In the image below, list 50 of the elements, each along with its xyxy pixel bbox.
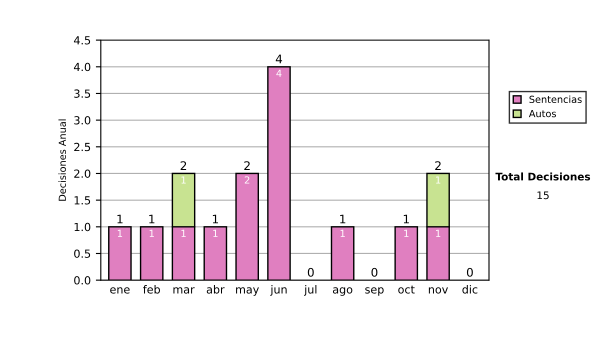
data-label: 1 [182,176,186,184]
text: Total Decisiones [495,172,590,180]
data-label: 4 [276,70,282,77]
x-tick-label: dic [462,285,478,294]
data-label: 1 [213,230,218,237]
data-label: 1 [118,230,122,237]
total-label: 1 [404,214,409,224]
total-label: 2 [435,161,441,170]
text: 3.5 [74,89,90,98]
data-label: 1 [340,230,345,237]
y-axis-title: Decisiones Anual [58,119,66,201]
total-label: 1 [212,214,218,224]
data-label: 1 [150,230,154,237]
x-tick-label: jul [304,285,316,296]
total-label: 1 [340,214,346,224]
data-label: 1 [404,230,408,237]
total-label: 2 [180,161,186,170]
total-label: 2 [244,161,250,170]
x-tick-label: ago [332,287,352,296]
legend-label: Autos [528,110,556,118]
x-tick-label: feb [143,285,160,294]
text: 3.0 [74,116,90,125]
x-tick-label: abr [206,285,225,294]
text: 15 [538,191,549,200]
legend-label: Sentencias [529,95,582,104]
total-label: 0 [308,268,314,277]
total-label: 1 [149,214,154,224]
x-tick-label: mar [173,287,195,294]
text: 1.0 [74,222,90,232]
text: 2.5 [74,142,90,152]
x-tick-label: jun [270,285,287,296]
x-tick-label: ene [110,287,130,294]
text: 4.5 [74,36,90,44]
text: 2.0 [74,169,90,178]
total-label: 0 [371,268,378,277]
text: 0.5 [74,249,90,258]
data-label: 1 [436,176,440,184]
data-label: 1 [182,230,186,237]
data-label: 2 [244,176,250,184]
x-tick-label: nov [428,287,448,294]
text: 4.0 [74,62,90,72]
x-tick-label: oct [398,286,415,294]
total-label: 1 [117,214,123,224]
x-tick-label: may [236,287,259,296]
total-label: 4 [276,54,282,64]
text: 1.5 [74,196,90,205]
total-label: 0 [466,268,473,277]
data-label: 1 [436,230,440,237]
text: 0.0 [74,276,90,285]
x-tick-label: sep [365,287,384,296]
